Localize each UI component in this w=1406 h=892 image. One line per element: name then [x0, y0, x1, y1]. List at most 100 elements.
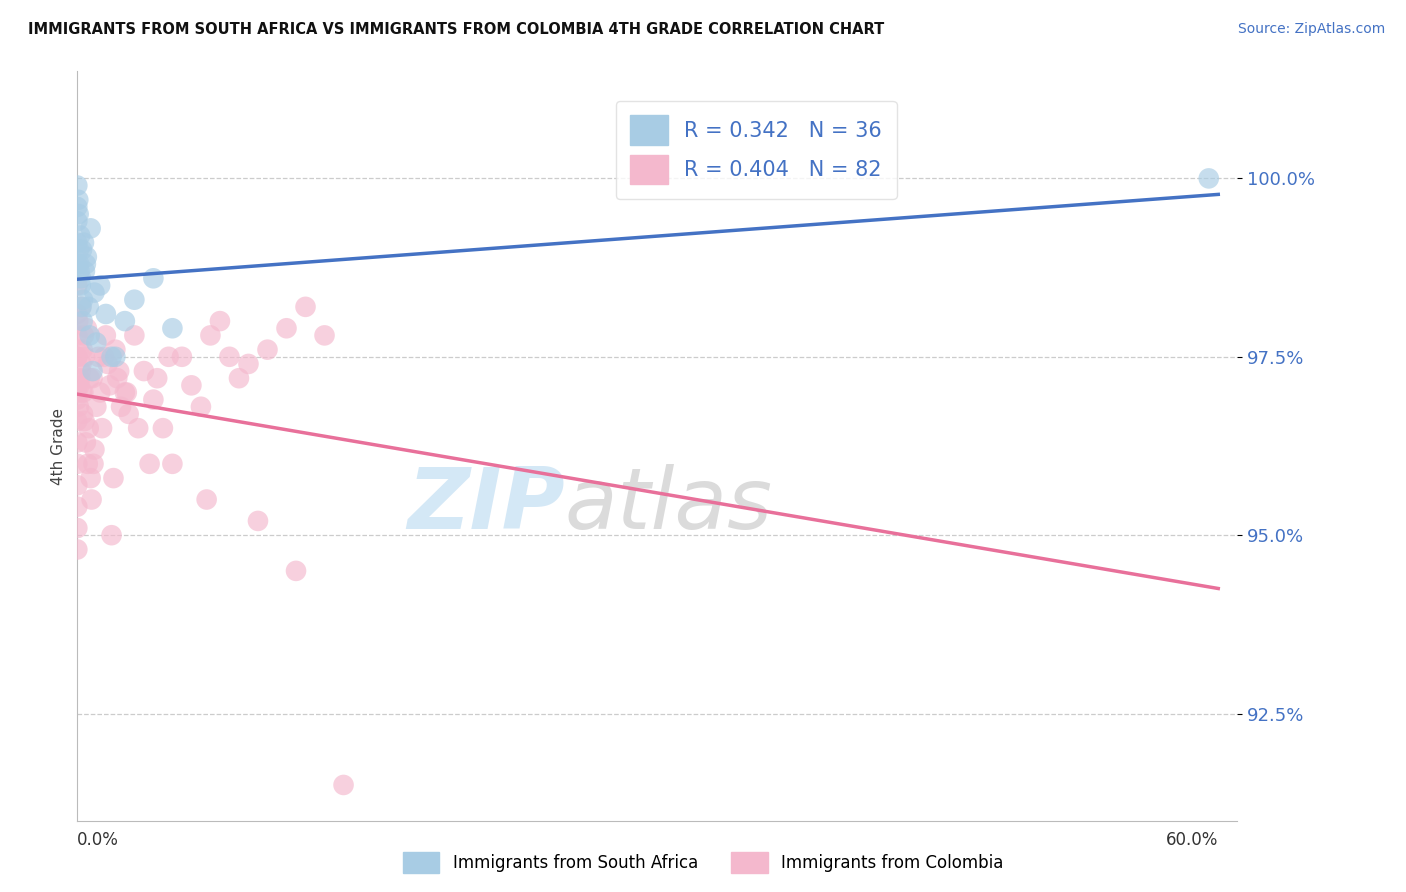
Legend: R = 0.342   N = 36, R = 0.404   N = 82: R = 0.342 N = 36, R = 0.404 N = 82: [616, 101, 897, 199]
Point: [138, 457, 160, 471]
Point: [69, 278, 91, 293]
Point: [67, 314, 90, 328]
Point: [108, 364, 131, 378]
Point: [83, 442, 105, 457]
Point: [238, 357, 260, 371]
Point: [76, 321, 98, 335]
Point: [73, 328, 96, 343]
Point: [104, 343, 127, 357]
Point: [67, 257, 90, 271]
Point: [127, 421, 149, 435]
Point: [218, 350, 240, 364]
Point: [124, 328, 146, 343]
Text: Source: ZipAtlas.com: Source: ZipAtlas.com: [1237, 22, 1385, 37]
Point: [94, 307, 117, 321]
Point: [332, 778, 354, 792]
Point: [72, 343, 94, 357]
Point: [1198, 171, 1220, 186]
Point: [162, 321, 184, 335]
Point: [66, 371, 89, 385]
Point: [69, 378, 91, 392]
Point: [72, 314, 94, 328]
Text: 0.0%: 0.0%: [77, 831, 120, 849]
Point: [66, 328, 89, 343]
Point: [83, 285, 105, 300]
Point: [66, 200, 89, 214]
Point: [66, 178, 89, 193]
Point: [256, 343, 278, 357]
Point: [152, 421, 174, 435]
Y-axis label: 4th Grade: 4th Grade: [51, 408, 66, 484]
Point: [285, 564, 308, 578]
Point: [67, 243, 90, 257]
Point: [124, 293, 146, 307]
Point: [110, 400, 132, 414]
Point: [67, 207, 90, 221]
Point: [118, 407, 141, 421]
Point: [66, 542, 89, 557]
Point: [67, 400, 90, 414]
Text: 60.0%: 60.0%: [1166, 831, 1218, 849]
Point: [114, 314, 136, 328]
Point: [79, 328, 101, 343]
Point: [104, 350, 127, 364]
Point: [157, 350, 180, 364]
Point: [115, 385, 138, 400]
Point: [76, 457, 98, 471]
Point: [66, 257, 89, 271]
Text: ZIP: ZIP: [406, 465, 565, 548]
Point: [89, 385, 111, 400]
Point: [146, 371, 169, 385]
Point: [69, 264, 91, 278]
Point: [69, 228, 91, 243]
Point: [73, 264, 96, 278]
Point: [94, 328, 117, 343]
Point: [98, 378, 121, 392]
Legend: Immigrants from South Africa, Immigrants from Colombia: Immigrants from South Africa, Immigrants…: [396, 846, 1010, 880]
Point: [66, 350, 89, 364]
Point: [76, 250, 98, 264]
Point: [66, 350, 89, 364]
Point: [69, 364, 91, 378]
Point: [72, 293, 94, 307]
Point: [67, 193, 90, 207]
Point: [75, 257, 97, 271]
Point: [66, 392, 89, 407]
Point: [66, 278, 89, 293]
Point: [82, 364, 104, 378]
Point: [66, 235, 89, 250]
Point: [105, 371, 128, 385]
Point: [100, 528, 122, 542]
Point: [79, 371, 101, 385]
Point: [142, 271, 165, 285]
Point: [170, 350, 193, 364]
Point: [79, 471, 101, 485]
Point: [103, 471, 125, 485]
Point: [195, 492, 218, 507]
Point: [70, 385, 93, 400]
Point: [97, 357, 120, 371]
Point: [208, 314, 231, 328]
Point: [246, 514, 269, 528]
Point: [162, 457, 184, 471]
Point: [100, 350, 122, 364]
Point: [77, 421, 100, 435]
Point: [276, 321, 298, 335]
Point: [86, 335, 108, 350]
Point: [66, 478, 89, 492]
Point: [73, 235, 96, 250]
Point: [72, 407, 94, 421]
Point: [190, 400, 212, 414]
Point: [142, 392, 165, 407]
Point: [66, 414, 89, 428]
Point: [70, 300, 93, 314]
Point: [66, 307, 89, 321]
Point: [75, 435, 97, 450]
Point: [70, 271, 93, 285]
Point: [82, 457, 104, 471]
Point: [70, 243, 93, 257]
Point: [66, 385, 89, 400]
Point: [67, 343, 90, 357]
Point: [86, 400, 108, 414]
Point: [294, 300, 316, 314]
